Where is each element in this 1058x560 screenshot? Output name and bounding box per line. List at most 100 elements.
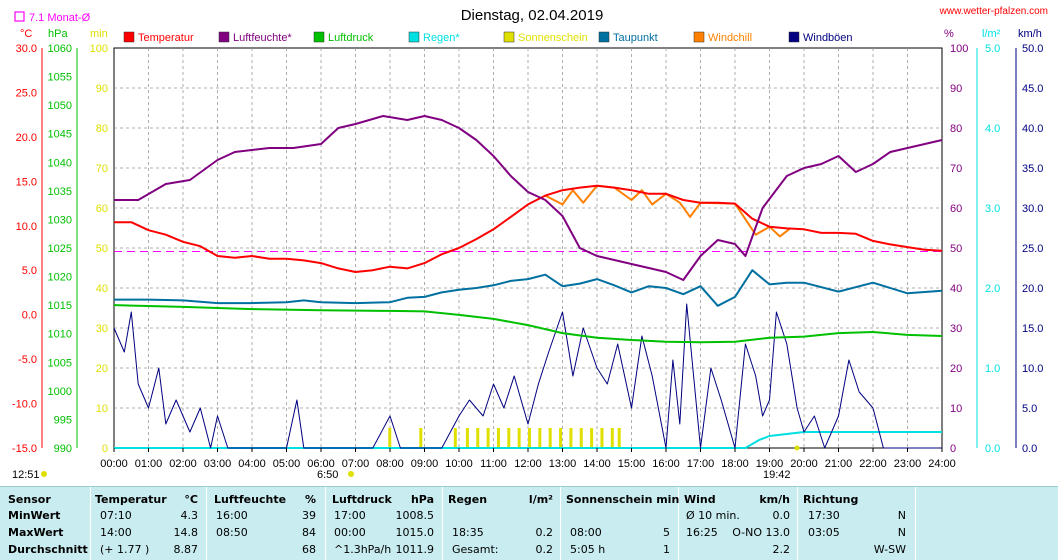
pressure-axis-tick: 990 bbox=[54, 443, 72, 455]
stats-value-temp-time: 14:00 bbox=[100, 526, 132, 539]
rain-axis-tick: 1.0 bbox=[985, 363, 1000, 375]
sunshine-bar bbox=[453, 428, 457, 448]
series-temperatur-line bbox=[114, 184, 943, 273]
chart-title: Dienstag, 02.04.2019 bbox=[461, 7, 604, 24]
pressure-axis-tick: 1030 bbox=[48, 214, 72, 226]
legend-label-5: Taupunkt bbox=[613, 32, 658, 44]
sunshine-bar bbox=[617, 428, 621, 448]
legend: Temperatur Luftfeuchte* Luftdruck Regen* Son… bbox=[123, 31, 853, 44]
wind-axis-tick: 0.0 bbox=[1022, 443, 1037, 455]
stats-separator bbox=[797, 487, 798, 560]
stats-value-temp: 8.87 bbox=[173, 543, 199, 556]
stats-separator bbox=[442, 487, 443, 560]
sunshine-bar bbox=[465, 428, 469, 448]
stats-header: % bbox=[304, 493, 316, 506]
x-tick-label: 02:00 bbox=[169, 458, 197, 470]
minutes-axis-tick: 0 bbox=[102, 443, 108, 455]
minutes-axis-tick: 30 bbox=[96, 323, 108, 335]
stats-value-hum-time: 08:50 bbox=[216, 526, 248, 539]
wind-axis-tick: 35.0 bbox=[1022, 163, 1043, 175]
unit-minutes: min bbox=[90, 28, 108, 40]
avg-label: 7.1 Monat-Ø bbox=[29, 12, 91, 24]
unit-wind: km/h bbox=[1018, 28, 1042, 40]
stats-header: Luftfeuchte bbox=[214, 493, 287, 506]
minutes-axis-tick: 70 bbox=[96, 163, 108, 175]
rain-axis-tick: 3.0 bbox=[985, 203, 1000, 215]
rain-axis-tick: 2.0 bbox=[985, 283, 1000, 295]
series-luftdruck-line bbox=[113, 304, 943, 344]
temp-axis-tick: 0.0 bbox=[22, 310, 37, 322]
website-link[interactable]: www.wetter-pfalzen.com bbox=[939, 6, 1048, 17]
stats-value-temp-time: 07:10 bbox=[100, 509, 132, 522]
stats-value-temp: 4.3 bbox=[180, 509, 199, 522]
humidity-axis-tick: 70 bbox=[950, 163, 962, 175]
wind-axis-tick: 50.0 bbox=[1022, 43, 1043, 55]
legend-label-7: Windböen bbox=[803, 32, 853, 44]
x-tick-label: 07:00 bbox=[342, 458, 370, 470]
rain-axis-tick: 5.0 bbox=[985, 43, 1000, 55]
pressure-axis-tick: 1060 bbox=[48, 43, 72, 55]
sunshine-bar bbox=[610, 428, 614, 448]
sunshine-bar bbox=[517, 428, 521, 448]
stats-header: Luftdruck bbox=[332, 493, 392, 506]
sunshine-bar bbox=[419, 428, 423, 448]
x-tick-label: 16:00 bbox=[652, 458, 680, 470]
stats-value-hum: 68 bbox=[302, 543, 316, 556]
x-tick-label: 22:00 bbox=[859, 458, 887, 470]
sun-icon-sunrise bbox=[348, 471, 354, 477]
legend-label-4: Sonnenschein bbox=[518, 32, 588, 44]
stats-value-wind-time: 16:25 bbox=[686, 526, 718, 539]
sun-icon-now bbox=[41, 471, 47, 477]
unit-pressure: hPa bbox=[48, 28, 68, 40]
humidity-axis-tick: 50 bbox=[950, 243, 962, 255]
legend-swatch-3 bbox=[408, 31, 420, 43]
pressure-axis-tick: 1045 bbox=[48, 129, 72, 141]
pressure-axis-tick: 1025 bbox=[48, 243, 72, 255]
stats-value-rain-time: Gesamt: bbox=[452, 543, 499, 556]
stats-header: km/h bbox=[759, 493, 790, 506]
stats-value-hum: 39 bbox=[302, 509, 316, 522]
now-label: 12:51 bbox=[12, 469, 40, 481]
x-tick-label: 01:00 bbox=[135, 458, 163, 470]
legend-swatch-1 bbox=[218, 31, 230, 43]
temp-axis-tick: 10.0 bbox=[16, 221, 37, 233]
sunshine-bar bbox=[476, 428, 480, 448]
stats-value-sun-time: 5:05 h bbox=[570, 543, 606, 556]
legend-swatch-5 bbox=[598, 31, 610, 43]
humidity-axis-tick: 0 bbox=[950, 443, 956, 455]
legend-swatch-0 bbox=[123, 31, 135, 43]
series-luftfeuchte-line bbox=[114, 115, 943, 281]
x-tick-label: 23:00 bbox=[894, 458, 922, 470]
stats-header: Sonnenschein min bbox=[566, 493, 680, 506]
temp-axis-tick: 15.0 bbox=[16, 176, 37, 188]
temp-axis-tick: -10.0 bbox=[12, 399, 37, 411]
sunshine-bar bbox=[590, 428, 594, 448]
stats-separator bbox=[915, 487, 916, 560]
minutes-axis-tick: 60 bbox=[96, 203, 108, 215]
temp-axis-tick: -5.0 bbox=[18, 354, 37, 366]
stats-header: Wind bbox=[684, 493, 716, 506]
wind-axis-tick: 10.0 bbox=[1022, 363, 1043, 375]
stats-separator bbox=[90, 487, 91, 560]
humidity-axis-tick: 30 bbox=[950, 323, 962, 335]
x-tick-label: 14:00 bbox=[583, 458, 611, 470]
stats-value-sun-time: 08:00 bbox=[570, 526, 602, 539]
sunshine-bar bbox=[528, 428, 531, 448]
x-tick-label: 21:00 bbox=[825, 458, 853, 470]
series-taupunkt-line bbox=[114, 269, 943, 307]
stats-value-temp: 14.8 bbox=[173, 526, 199, 539]
humidity-axis-tick: 10 bbox=[950, 403, 962, 415]
pressure-axis-tick: 1005 bbox=[48, 357, 72, 369]
stats-header: Regen bbox=[448, 493, 488, 506]
sunshine-bar bbox=[388, 428, 392, 448]
minutes-axis-tick: 100 bbox=[90, 43, 108, 55]
x-tick-label: 05:00 bbox=[273, 458, 301, 470]
humidity-axis-tick: 80 bbox=[950, 123, 962, 135]
minutes-axis-tick: 80 bbox=[96, 123, 108, 135]
stats-value-wind: 0.0 bbox=[772, 509, 791, 522]
stats-value-sun: 5 bbox=[663, 526, 670, 539]
humidity-axis-tick: 90 bbox=[950, 83, 962, 95]
sunshine-bar bbox=[496, 428, 500, 448]
minutes-axis-tick: 10 bbox=[96, 403, 108, 415]
sunshine-bar bbox=[538, 428, 542, 448]
